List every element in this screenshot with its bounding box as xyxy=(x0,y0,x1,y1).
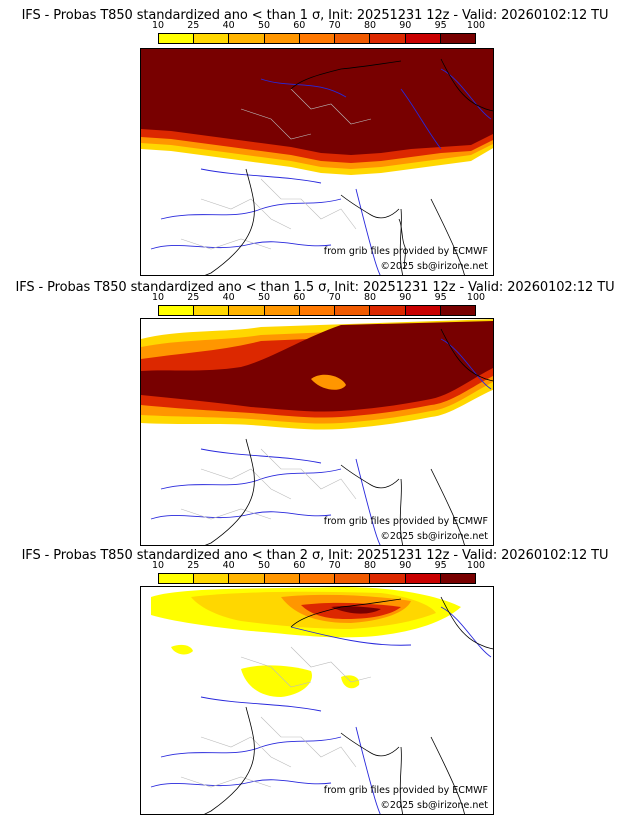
source-credit: from grib files provided by ECMWF xyxy=(323,246,488,257)
colorbar-swatch xyxy=(335,34,371,43)
colorbar-tick-labels: 10 25 40 50 60 70 80 90 95 100 xyxy=(152,560,485,571)
tick-label: 100 xyxy=(466,292,486,303)
probability-map xyxy=(150,587,493,814)
panel-2-sigma: IFS - Probas T850 standardized ano < tha… xyxy=(0,548,630,828)
prob-pocket-50 xyxy=(311,374,346,390)
probability-map xyxy=(141,319,493,545)
colorbar xyxy=(158,305,476,316)
tick-label: 50 xyxy=(257,20,271,31)
colorbar-swatch xyxy=(159,574,195,583)
colorbar-swatch xyxy=(370,34,406,43)
tick-label: 70 xyxy=(328,20,341,31)
tick-label: 95 xyxy=(434,560,447,571)
source-credit: from grib files provided by ECMWF xyxy=(323,785,488,796)
tick-label: 60 xyxy=(293,292,306,303)
colorbar-swatch xyxy=(405,306,441,315)
rivers xyxy=(150,606,492,814)
tick-label: 25 xyxy=(187,20,200,31)
colorbar-swatch xyxy=(370,574,406,583)
tick-label: 95 xyxy=(434,20,447,31)
map-area: from grib files provided by ECMWF ©2025 … xyxy=(140,318,494,546)
colorbar-swatch xyxy=(440,34,475,43)
tick-label: 90 xyxy=(399,20,412,31)
regional-borders xyxy=(180,646,372,788)
colorbar-swatch xyxy=(405,34,441,43)
prob-band-100 xyxy=(141,321,493,412)
panel-1-sigma: IFS - Probas T850 standardized ano < tha… xyxy=(0,0,630,276)
colorbar-swatch xyxy=(229,306,265,315)
tick-label: 70 xyxy=(328,560,341,571)
map-area: from grib files provided by ECMWF ©2025 … xyxy=(140,586,494,815)
panel-title: IFS - Probas T850 standardized ano < tha… xyxy=(15,280,615,295)
colorbar-swatch xyxy=(264,306,300,315)
country-borders xyxy=(204,58,493,275)
colorbar-swatch xyxy=(299,306,336,315)
country-borders xyxy=(204,328,493,545)
probability-map xyxy=(141,49,493,275)
tick-label: 80 xyxy=(363,292,377,303)
colorbar-swatch xyxy=(370,306,406,315)
prob-band-100 xyxy=(141,49,493,155)
tick-label: 50 xyxy=(257,560,271,571)
tick-label: 100 xyxy=(466,560,486,571)
colorbar-swatch xyxy=(299,34,336,43)
prob-band-100 xyxy=(331,606,381,614)
colorbar-swatch xyxy=(159,306,195,315)
tick-label: 60 xyxy=(293,20,306,31)
regional-borders xyxy=(180,448,357,520)
colorbar-swatch xyxy=(264,574,300,583)
copyright-credit: ©2025 sb@irizone.net xyxy=(380,800,488,811)
colorbar-swatch xyxy=(229,34,265,43)
tick-label: 90 xyxy=(399,292,412,303)
tick-label: 50 xyxy=(257,292,271,303)
copyright-credit: ©2025 sb@irizone.net xyxy=(380,261,488,272)
tick-label: 80 xyxy=(363,20,377,31)
regional-borders xyxy=(180,88,372,250)
prob-blob-10 xyxy=(171,644,193,655)
colorbar xyxy=(158,573,476,584)
tick-label: 25 xyxy=(187,292,200,303)
colorbar-swatch xyxy=(299,574,336,583)
copyright-credit: ©2025 sb@irizone.net xyxy=(380,531,488,542)
tick-label: 40 xyxy=(222,20,235,31)
colorbar-tick-labels: 10 25 40 50 60 70 80 90 95 100 xyxy=(152,292,485,303)
map-area: from grib files provided by ECMWF ©2025 … xyxy=(140,48,494,276)
colorbar xyxy=(158,33,476,44)
tick-label: 10 xyxy=(151,560,165,571)
prob-blob-10 xyxy=(241,665,312,697)
colorbar-swatch xyxy=(335,574,371,583)
tick-label: 100 xyxy=(466,20,486,31)
source-credit: from grib files provided by ECMWF xyxy=(323,516,488,527)
tick-label: 70 xyxy=(328,292,341,303)
prob-blob-10 xyxy=(341,675,360,689)
colorbar-tick-labels: 10 25 40 50 60 70 80 90 95 100 xyxy=(152,20,485,31)
tick-label: 10 xyxy=(151,292,165,303)
panel-title: IFS - Probas T850 standardized ano < tha… xyxy=(21,548,609,563)
tick-label: 60 xyxy=(293,560,306,571)
tick-label: 10 xyxy=(151,20,165,31)
tick-label: 80 xyxy=(363,560,377,571)
colorbar-swatch xyxy=(194,574,230,583)
tick-label: 25 xyxy=(187,560,200,571)
colorbar-swatch xyxy=(159,34,195,43)
colorbar-swatch xyxy=(229,574,265,583)
colorbar-swatch xyxy=(264,34,300,43)
colorbar-swatch xyxy=(440,306,475,315)
tick-label: 40 xyxy=(222,292,235,303)
tick-label: 95 xyxy=(434,292,447,303)
panel-title: IFS - Probas T850 standardized ano < tha… xyxy=(21,8,609,23)
country-borders xyxy=(204,596,493,814)
panel-1-5-sigma: IFS - Probas T850 standardized ano < tha… xyxy=(0,276,630,552)
colorbar-swatch xyxy=(335,306,371,315)
colorbar-swatch xyxy=(405,574,441,583)
colorbar-swatch xyxy=(194,34,230,43)
tick-label: 40 xyxy=(222,560,235,571)
colorbar-swatch xyxy=(440,574,475,583)
colorbar-swatch xyxy=(194,306,230,315)
tick-label: 90 xyxy=(399,560,412,571)
